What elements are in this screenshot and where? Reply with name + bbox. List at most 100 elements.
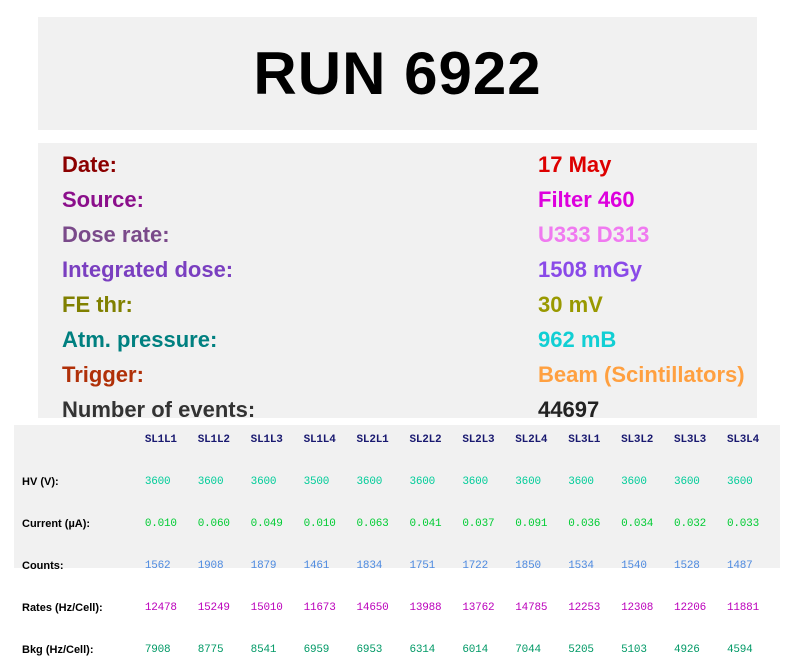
cell-hv-sl2l2: 3600: [409, 475, 436, 488]
column-header-sl1l4: SL1L4: [303, 433, 336, 446]
cell-rates-sl3l1: 12253: [568, 601, 601, 614]
cell-hv-sl1l4: 3500: [303, 475, 330, 488]
table-row-spacer: [22, 618, 780, 639]
cell-counts-sl1l3: 1879: [250, 559, 277, 572]
info-value-date: 17 May: [538, 152, 612, 177]
cell-bkg-sl3l1: 5205: [568, 643, 594, 656]
cell-bkg-sl1l2: 8775: [197, 643, 224, 656]
cell-current-sl3l2: 0.034: [621, 517, 654, 530]
cell-counts-sl3l4: 1487: [726, 559, 753, 572]
table-row-spacer: [22, 576, 780, 597]
table-row: HV (V): 3600 3600 3600 3500 3600 3600 36…: [22, 471, 780, 492]
cell-rates-sl2l4: 14785: [515, 601, 548, 614]
cell-rates-sl1l1: 12478: [144, 601, 177, 614]
table-row: Current (µA): 0.010 0.060 0.049 0.010 0.…: [22, 513, 780, 534]
cell-current-sl1l4: 0.010: [303, 517, 336, 530]
cell-counts-sl1l2: 1908: [197, 559, 224, 572]
cell-hv-sl1l1: 3600: [144, 475, 171, 488]
table-row: Bkg (Hz/Cell): 7908 8775 8541 6959 6953 …: [22, 639, 780, 660]
column-header-sl2l1: SL2L1: [356, 433, 389, 446]
cell-hv-sl2l1: 3600: [356, 475, 383, 488]
cell-rates-sl1l4: 11673: [303, 601, 336, 614]
cell-counts-sl3l1: 1534: [568, 559, 594, 572]
cell-rates-sl2l2: 13988: [409, 601, 442, 614]
cell-current-sl2l2: 0.041: [409, 517, 442, 530]
cell-counts-sl3l3: 1528: [674, 559, 700, 572]
cell-rates-sl1l2: 15249: [197, 601, 230, 614]
cell-counts-sl3l2: 1540: [621, 559, 647, 572]
table-header-row: SL1L1 SL1L2 SL1L3 SL1L4 SL2L1 SL2L2 SL2L…: [22, 429, 780, 450]
cell-rates-sl2l1: 14650: [356, 601, 389, 614]
column-header-sl2l4: SL2L4: [515, 433, 548, 446]
table-row: Rates (Hz/Cell): 12478 15249 15010 11673…: [22, 597, 780, 618]
info-label-number-of-events: Number of events:: [62, 397, 256, 422]
cell-bkg-sl3l3: 4926: [674, 643, 700, 656]
column-header-sl3l1: SL3L1: [568, 433, 601, 446]
column-header-sl1l2: SL1L2: [197, 433, 230, 446]
row-label-hv: HV (V):: [22, 475, 59, 488]
column-header-sl3l2: SL3L2: [621, 433, 654, 446]
cell-hv-sl3l3: 3600: [674, 475, 700, 488]
cell-current-sl1l1: 0.010: [144, 517, 177, 530]
column-header-sl3l4: SL3L4: [726, 433, 759, 446]
cell-hv-sl2l3: 3600: [462, 475, 488, 488]
column-header-sl2l3: SL2L3: [462, 433, 495, 446]
cell-counts-sl1l4: 1461: [303, 559, 330, 572]
cell-bkg-sl1l3: 8541: [250, 643, 277, 656]
column-header-sl3l3: SL3L3: [674, 433, 707, 446]
cell-current-sl1l2: 0.060: [197, 517, 230, 530]
cell-rates-sl1l3: 15010: [250, 601, 283, 614]
cell-counts-sl1l1: 1562: [144, 559, 171, 572]
run-info-value-column: 17 May Filter 460 U333 D313 1508 mGy 30 …: [538, 147, 753, 427]
info-value-dose-rate: U333 D313: [538, 222, 650, 247]
cell-counts-sl2l2: 1751: [409, 559, 436, 572]
cell-current-sl1l3: 0.049: [250, 517, 283, 530]
info-label-atm-pressure: Atm. pressure:: [62, 327, 218, 352]
info-label-source: Source:: [62, 187, 144, 212]
table-header-spacer: [22, 450, 780, 471]
channel-table-panel: SL1L1 SL1L2 SL1L3 SL1L4 SL2L1 SL2L2 SL2L…: [14, 425, 780, 656]
row-label-rates: Rates (Hz/Cell):: [22, 601, 103, 614]
info-value-source: Filter 460: [538, 187, 635, 212]
cell-current-sl2l3: 0.037: [462, 517, 495, 530]
cell-current-sl3l1: 0.036: [568, 517, 601, 530]
info-value-number-of-events: 44697: [538, 397, 600, 422]
cell-hv-sl2l4: 3600: [515, 475, 541, 488]
table-row-spacer: [22, 492, 780, 513]
row-label-current: Current (µA):: [22, 517, 91, 530]
cell-bkg-sl2l2: 6314: [409, 643, 436, 656]
column-header-sl2l2: SL2L2: [409, 433, 442, 446]
cell-bkg-sl2l1: 6953: [356, 643, 383, 656]
info-value-integrated-dose: 1508 mGy: [538, 257, 642, 282]
channel-table: SL1L1 SL1L2 SL1L3 SL1L4 SL2L1 SL2L2 SL2L…: [22, 429, 780, 660]
cell-hv-sl3l1: 3600: [568, 475, 594, 488]
run-title-panel: RUN 6922: [38, 17, 757, 130]
cell-current-sl3l3: 0.032: [674, 517, 707, 530]
cell-bkg-sl3l4: 4594: [726, 643, 753, 656]
info-label-fe-thr: FE thr:: [62, 292, 133, 317]
cell-rates-sl3l4: 11881: [726, 601, 759, 614]
cell-rates-sl3l2: 12308: [621, 601, 654, 614]
cell-bkg-sl3l2: 5103: [621, 643, 647, 656]
table-row: Counts: 1562 1908 1879 1461 1834 1751 17…: [22, 555, 780, 576]
cell-rates-sl3l3: 12206: [674, 601, 707, 614]
info-value-atm-pressure: 962 mB: [538, 327, 617, 352]
info-value-trigger: Beam (Scintillators): [538, 362, 745, 387]
run-info-label-column: Date: Source: Dose rate: Integrated dose…: [62, 147, 522, 427]
info-value-fe-thr: 30 mV: [538, 292, 603, 317]
cell-current-sl2l4: 0.091: [515, 517, 548, 530]
cell-bkg-sl2l3: 6014: [462, 643, 488, 656]
row-label-counts: Counts:: [22, 559, 64, 572]
table-row-spacer: [22, 534, 780, 555]
info-label-integrated-dose: Integrated dose:: [62, 257, 234, 282]
cell-current-sl3l4: 0.033: [726, 517, 759, 530]
cell-counts-sl2l3: 1722: [462, 559, 488, 572]
cell-counts-sl2l4: 1850: [515, 559, 541, 572]
cell-bkg-sl1l1: 7908: [144, 643, 171, 656]
cell-hv-sl1l2: 3600: [197, 475, 224, 488]
cell-hv-sl1l3: 3600: [250, 475, 277, 488]
cell-rates-sl2l3: 13762: [462, 601, 495, 614]
column-header-sl1l3: SL1L3: [250, 433, 283, 446]
cell-hv-sl3l4: 3600: [726, 475, 753, 488]
cell-counts-sl2l1: 1834: [356, 559, 383, 572]
